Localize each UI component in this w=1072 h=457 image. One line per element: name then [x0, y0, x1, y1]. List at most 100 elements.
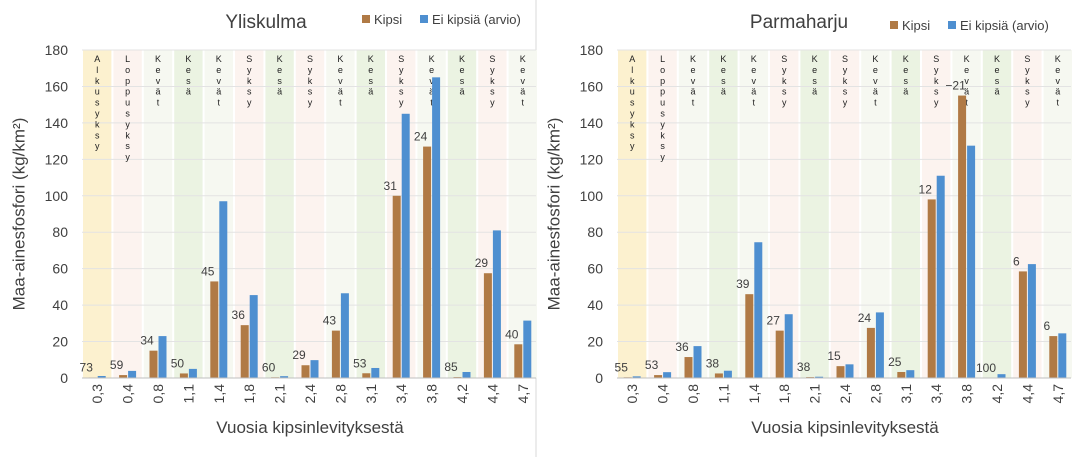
bar-ei-kipsia: [967, 145, 976, 378]
x-tick-label: 2,4: [302, 384, 318, 404]
bar-kipsi: [423, 146, 432, 378]
bar-kipsi: [927, 199, 936, 378]
bar-ei-kipsia: [158, 336, 167, 378]
chart-panel-1: 0 20 40 60 80 100 120 140 160 180 A l k u s y k s y L o p p u s y…: [9, 12, 537, 437]
bar-kipsi: [301, 365, 310, 378]
bar-ei-kipsia: [1058, 333, 1067, 378]
bar-ei-kipsia: [693, 346, 702, 378]
season-band: [204, 50, 233, 378]
y-tick-label: 40: [587, 297, 603, 313]
bar-kipsi: [1049, 336, 1058, 378]
x-tick-label: 2,1: [807, 384, 823, 404]
bar-ei-kipsia: [663, 372, 672, 378]
bar-ei-kipsia: [432, 77, 441, 378]
bar-ei-kipsia: [1027, 264, 1036, 378]
legend-swatch-ei-kipsia: [948, 21, 956, 29]
x-tick-label: 0,3: [89, 384, 105, 404]
data-label: 6: [1043, 319, 1050, 333]
bar-kipsi: [775, 330, 784, 378]
x-tick-label: 4,7: [515, 384, 531, 404]
bar-ei-kipsia: [401, 113, 410, 379]
data-label: 43: [323, 314, 337, 328]
bar-ei-kipsia: [754, 242, 763, 378]
data-label: 6: [1013, 254, 1020, 268]
y-axis-label: Maa-ainesfosfori (kg/km²): [544, 118, 563, 311]
x-tick-label: 1,8: [241, 384, 257, 404]
data-label: −21: [945, 79, 966, 93]
season-band: [447, 50, 477, 378]
data-label: 29: [292, 348, 306, 362]
season-band: [83, 50, 112, 378]
bar-ei-kipsia: [188, 368, 197, 378]
y-axis-label: Maa-ainesfosfori (kg/km²): [9, 118, 28, 311]
bar-ei-kipsia: [371, 367, 380, 378]
data-label: 53: [645, 358, 659, 372]
data-label: 55: [615, 360, 629, 374]
bar-kipsi: [362, 373, 371, 378]
legend: Kipsi Ei kipsiä (arvio): [362, 12, 521, 27]
data-label: 100: [976, 361, 996, 375]
x-tick-label: 1,4: [746, 384, 762, 404]
season-band: [508, 50, 537, 378]
chart-title: Parmaharju: [750, 12, 848, 33]
bar-kipsi: [684, 357, 693, 378]
season-band: [922, 50, 951, 378]
season-band: [113, 50, 142, 378]
season-band: [709, 50, 738, 378]
bar-kipsi: [240, 325, 249, 378]
data-label: 38: [797, 360, 811, 374]
season-band: [739, 50, 768, 378]
y-tick-label: 120: [45, 151, 69, 167]
x-tick-label: 1,8: [776, 384, 792, 404]
y-tick-label: 80: [52, 224, 68, 240]
season-band: [861, 50, 890, 378]
data-label: 50: [171, 356, 185, 370]
y-tick-label: 160: [580, 78, 604, 94]
bar-ei-kipsia: [249, 295, 258, 378]
x-tick-label: 3,1: [898, 384, 914, 404]
bar-ei-kipsia: [310, 360, 319, 378]
x-tick-label: 3,1: [363, 384, 379, 404]
bar-kipsi: [483, 273, 492, 378]
x-tick-label: 2,8: [332, 384, 348, 404]
data-label: 36: [675, 340, 689, 354]
legend-swatch-ei-kipsia: [420, 15, 428, 23]
x-tick-label: 0,4: [120, 384, 136, 404]
season-band: [830, 50, 860, 378]
data-label: 45: [201, 264, 215, 278]
y-tick-label: 100: [45, 188, 69, 204]
bar-kipsi: [714, 373, 723, 378]
legend: Kipsi Ei kipsiä (arvio): [890, 18, 1049, 33]
data-label: 29: [475, 256, 489, 270]
x-tick-label: 2,1: [272, 384, 288, 404]
x-tick-label: 3,4: [393, 384, 409, 404]
season-band: [678, 50, 708, 378]
legend-swatch-kipsi: [890, 21, 898, 29]
bar-kipsi: [958, 95, 967, 379]
season-band: [265, 50, 294, 378]
data-label: 31: [384, 179, 398, 193]
legend-swatch-kipsi: [362, 15, 370, 23]
chart-title: Yliskulma: [225, 12, 307, 33]
y-tick-label: 60: [587, 261, 603, 277]
bar-kipsi: [514, 344, 523, 378]
bar-kipsi: [1018, 271, 1027, 378]
data-label: 25: [888, 355, 902, 369]
y-tick-label: 0: [60, 370, 68, 386]
y-tick-label: 20: [587, 334, 603, 350]
season-band: [417, 50, 446, 378]
legend-label-kipsi: Kipsi: [374, 12, 402, 27]
x-tick-label: 0,3: [624, 384, 640, 404]
